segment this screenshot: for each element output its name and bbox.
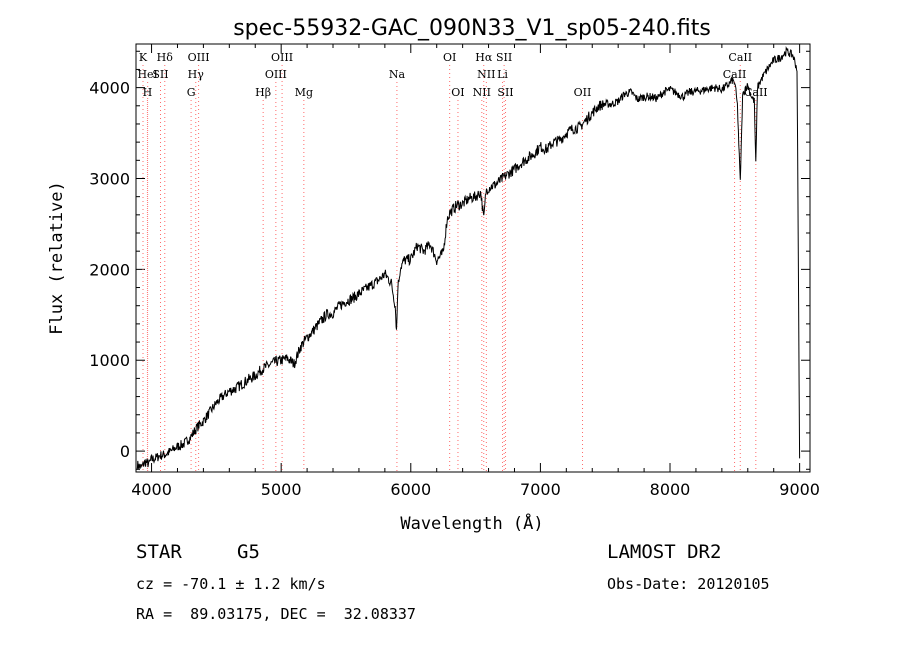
spectral-line-label: NII — [473, 86, 491, 99]
spectrum-series-line — [136, 46, 801, 471]
x-axis-label: Wavelength (Å) — [400, 512, 543, 534]
spectral-line-label: SII — [152, 68, 168, 81]
y-tick-label: 1000 — [89, 351, 130, 370]
spectral-line-label: SII — [497, 86, 513, 99]
spectral-line-label: CaII — [744, 86, 768, 99]
spectral-line-label: OII — [574, 86, 592, 99]
y-tick-label: 4000 — [89, 79, 130, 98]
x-tick-label: 4000 — [131, 480, 172, 499]
x-tick-label: 8000 — [650, 480, 691, 499]
x-tick-label: 7000 — [520, 480, 561, 499]
x-tick-label: 9000 — [779, 480, 820, 499]
spectral-line-label: Hβ — [255, 86, 271, 99]
redshift-velocity: cz = -70.1 ± 1.2 km/s — [136, 575, 326, 593]
object-class: STAR — [136, 541, 182, 563]
spectral-line-label: CaII — [723, 68, 747, 81]
tick-marks: 4000 5000 6000 7000 8000 9000 0 1000 2000 3000 400… — [89, 44, 820, 499]
spectral-line-label: G — [187, 86, 196, 99]
spectral-line-label: HeI — [137, 68, 157, 81]
spectral-line-label: K — [139, 51, 148, 64]
spectral-line-label: Na — [389, 68, 406, 81]
survey-name: LAMOST DR2 — [607, 541, 722, 563]
spectral-line-label: SII — [496, 51, 512, 64]
sky-coordinates: RA = 89.03175, DEC = 32.08337 — [136, 605, 416, 623]
spectral-line-label: Hα — [475, 51, 493, 64]
observation-date: Obs-Date: 20120105 — [607, 575, 770, 593]
spectral-line-label: OIII — [188, 51, 210, 64]
x-tick-label: 6000 — [390, 480, 431, 499]
y-tick-label: 2000 — [89, 260, 130, 279]
spectral-line-label: Hδ — [157, 51, 174, 64]
spectral-line-label: CaII — [728, 51, 752, 64]
plot-frame — [135, 43, 811, 473]
spectral-line-label: Hγ — [188, 68, 205, 81]
spectral-line-label: OIII — [271, 51, 293, 64]
spectral-line-label: NII — [477, 68, 495, 81]
spectral-line-label: OI — [451, 86, 464, 99]
y-tick-label: 3000 — [89, 169, 130, 188]
spectral-line-label: OIII — [265, 68, 287, 81]
chart-title: spec-55932-GAC_090N33_V1_sp05-240.fits — [233, 16, 711, 41]
y-axis-label: Flux (relative) — [47, 181, 67, 335]
y-tick-label: 0 — [120, 442, 130, 461]
x-tick-label: 5000 — [261, 480, 302, 499]
spectral-line-label: Li — [497, 68, 508, 81]
object-subclass: G5 — [237, 541, 260, 563]
spectral-line-label: H — [143, 86, 153, 99]
spectral-line-label: Mg — [295, 86, 313, 99]
spectral-line-label: OI — [443, 51, 456, 64]
